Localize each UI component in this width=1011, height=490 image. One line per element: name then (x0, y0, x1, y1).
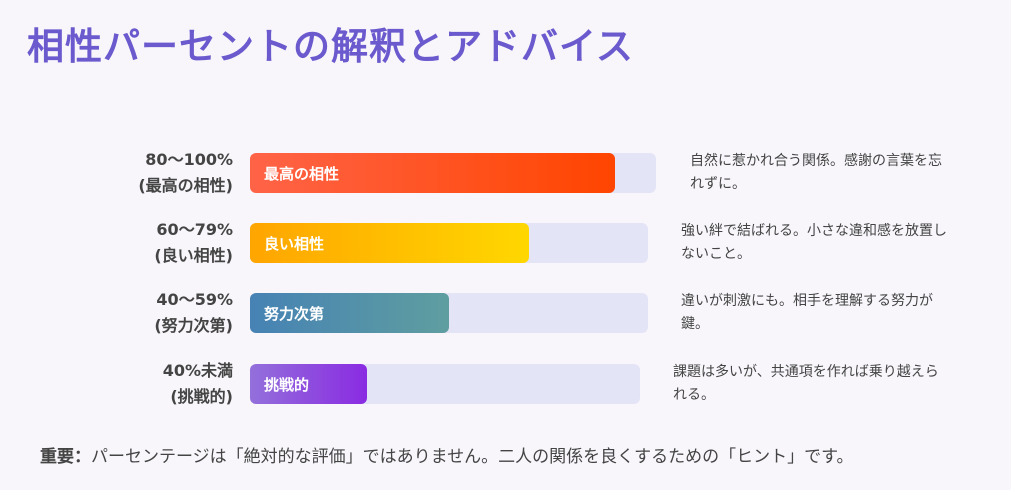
note-emphasis: 重要： (40, 447, 91, 467)
chart-row-good: 60〜79% (良い相性) 良い相性 強い絆で結ばれる。小さな違和感を放置し ないこ… (0, 220, 1011, 293)
page-title: 相性パーセントの解釈とアドバイス (27, 25, 634, 68)
bar-track: 努力次第 (250, 293, 648, 333)
bar-label: 良い相性 (264, 234, 325, 253)
bar-fill: 最高の相性 (250, 153, 615, 193)
bar-fill: 挑戦的 (250, 364, 367, 404)
row-label: 80〜100% (最高の相性) (73, 147, 233, 199)
chart-row-effort: 40〜59% (努力次第) 努力次第 違いが刺激にも。相手を理解する努力が 鍵。 (0, 290, 1011, 363)
range-text: 40%未満 (162, 361, 233, 380)
bar-track: 良い相性 (250, 223, 648, 263)
chart-row-challenging: 40%未満 (挑戦的) 挑戦的 課題は多いが、共通項を作れば乗り越えら れる。 (0, 361, 1011, 434)
category-text: (良い相性) (154, 246, 233, 265)
bar-label: 最高の相性 (264, 164, 340, 183)
row-label: 40〜59% (努力次第) (73, 287, 233, 339)
range-text: 40〜59% (156, 290, 233, 309)
category-text: (最高の相性) (138, 176, 233, 195)
advice-text: 強い絆で結ばれる。小さな違和感を放置し ないこと。 (681, 223, 947, 262)
bar-track: 最高の相性 (250, 153, 656, 193)
advice-text: 課題は多いが、共通項を作れば乗り越えら れる。 (673, 364, 939, 403)
bar-label: 努力次第 (264, 304, 325, 323)
category-text: (挑戦的) (170, 387, 233, 406)
advice-text: 自然に惹かれ合う関係。感謝の言葉を忘 れずに。 (690, 153, 942, 192)
row-label: 60〜79% (良い相性) (73, 217, 233, 269)
bar-fill: 良い相性 (250, 223, 529, 263)
bar-track: 挑戦的 (250, 364, 640, 404)
chart-row-excellent: 80〜100% (最高の相性) 最高の相性 自然に惹かれ合う関係。感謝の言葉を忘れ… (0, 150, 1011, 223)
bar-fill: 努力次第 (250, 293, 449, 333)
range-text: 80〜100% (145, 150, 233, 169)
important-note: 重要：パーセンテージは「絶対的な評価」ではありません。二人の関係を良くするための… (40, 442, 853, 467)
bar-label: 挑戦的 (264, 375, 310, 394)
range-text: 60〜79% (156, 220, 233, 239)
category-text: (努力次第) (154, 316, 233, 335)
row-label: 40%未満 (挑戦的) (73, 358, 233, 410)
note-text: パーセンテージは「絶対的な評価」ではありません。二人の関係を良くするための「ヒン… (91, 447, 854, 467)
advice-text: 違いが刺激にも。相手を理解する努力が 鍵。 (681, 293, 933, 332)
